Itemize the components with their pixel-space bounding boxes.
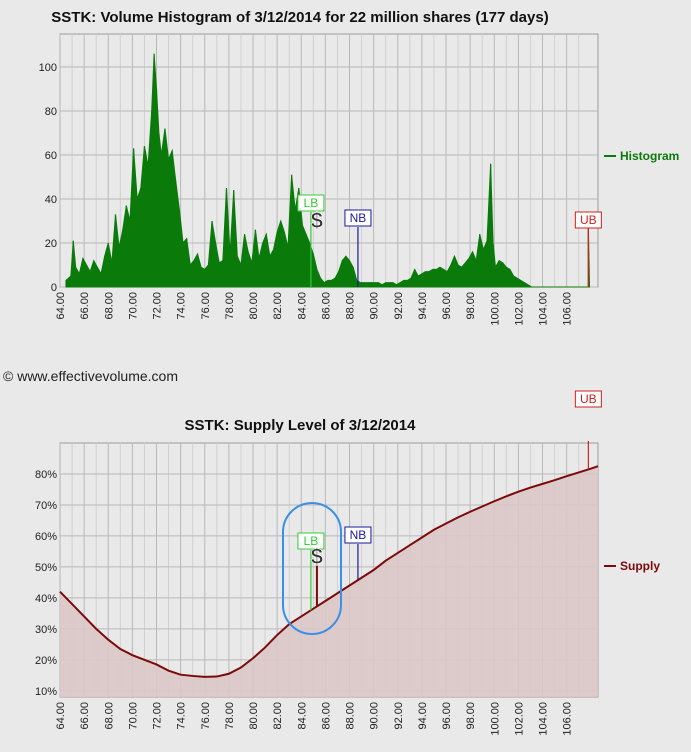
supply-marker-label-ub: UB xyxy=(580,392,597,406)
histogram-title: SSTK: Volume Histogram of 3/12/2014 for … xyxy=(51,9,548,26)
hist-marker-box-lb xyxy=(297,194,325,212)
hist-x-tick-label: 92.00 xyxy=(393,292,405,320)
supply-title: SSTK: Supply Level of 3/12/2014 xyxy=(185,417,417,434)
supply-x-tick-label: 64.00 xyxy=(55,702,67,730)
hist-x-tick-label: 74.00 xyxy=(176,292,188,320)
hist-marker-box-nb xyxy=(344,209,372,227)
supply-x-tick-label: 78.00 xyxy=(224,702,236,730)
hist-legend-label: Histogram xyxy=(620,149,679,163)
hist-x-tick-label: 94.00 xyxy=(417,292,429,320)
hist-marker-label-lb: LB xyxy=(304,196,319,210)
hist-y-tick-label: 80 xyxy=(45,106,57,118)
hist-x-tick-label: 72.00 xyxy=(152,292,164,320)
supply-x-tick-label: 96.00 xyxy=(441,702,453,730)
supply-marker-label-nb: NB xyxy=(350,528,367,542)
hist-y-tick-label: 20 xyxy=(45,238,57,250)
hist-x-tick-label: 106.00 xyxy=(562,292,574,326)
hist-x-tick-label: 70.00 xyxy=(127,292,139,320)
supply-series-area xyxy=(60,466,598,697)
hist-x-tick-label: 84.00 xyxy=(296,292,308,320)
hist-x-tick-label: 100.00 xyxy=(489,292,501,326)
supply-series-line xyxy=(59,465,599,678)
supply-x-tick-label: 72.00 xyxy=(152,702,164,730)
supply-x-tick-label: 94.00 xyxy=(417,702,429,730)
copyright-notice: © www.effectivevolume.com xyxy=(3,368,178,384)
supply-x-tick-label: 88.00 xyxy=(345,702,357,730)
supply-marker-label-lb: LB xyxy=(304,534,319,548)
supply-x-tick-label: 106.00 xyxy=(562,702,574,736)
histogram-plot: 64.00 66.00 68.00 70.00 72.00 74.00 76.00 78.00… xyxy=(39,33,679,326)
supply-y-tick-label: 10% xyxy=(35,686,57,698)
hist-x-tick-label: 104.00 xyxy=(538,292,550,326)
supply-marker-box-nb xyxy=(344,526,372,544)
supply-y-tick-label: 40% xyxy=(35,593,57,605)
supply-x-tick-label: 66.00 xyxy=(79,702,91,730)
supply-x-tick-label: 82.00 xyxy=(272,702,284,730)
supply-x-tick-label: 84.00 xyxy=(296,702,308,730)
supply-y-tick-label: 60% xyxy=(35,531,57,543)
supply-x-tick-label: 98.00 xyxy=(465,702,477,730)
supply-x-tick-label: 80.00 xyxy=(248,702,260,730)
supply-y-tick-label: 80% xyxy=(35,469,57,481)
hist-marker-box-ub xyxy=(574,211,602,229)
supply-y-tick-label: 70% xyxy=(35,500,57,512)
supply-x-tick-label: 90.00 xyxy=(369,702,381,730)
hist-x-tick-label: 78.00 xyxy=(224,292,236,320)
hist-x-tick-label: 68.00 xyxy=(103,292,115,320)
supply-x-tick-label: 104.00 xyxy=(538,702,550,736)
supply-x-tick-label: 86.00 xyxy=(320,702,332,730)
supply-highlight-ellipse xyxy=(282,502,342,635)
hist-x-tick-label: 96.00 xyxy=(441,292,453,320)
supply-x-tick-label: 76.00 xyxy=(200,702,212,730)
supply-y-tick-label: 50% xyxy=(35,562,57,574)
hist-y-tick-label: 40 xyxy=(45,194,57,206)
supply-legend-label: Supply xyxy=(620,559,660,573)
supply-plot: 64.00 66.00 68.00 70.00 72.00 74.00 76.00 78.00… xyxy=(35,390,660,736)
hist-y-tick-label: 60 xyxy=(45,150,57,162)
supply-y-tick-label: 30% xyxy=(35,624,57,636)
supply-y-tick-label: 20% xyxy=(35,655,57,667)
hist-y-tick-label: 100 xyxy=(39,62,57,74)
hist-marker-label-ub: UB xyxy=(580,213,597,227)
hist-x-tick-label: 98.00 xyxy=(465,292,477,320)
hist-x-tick-label: 90.00 xyxy=(369,292,381,320)
supply-x-tick-label: 102.00 xyxy=(513,702,525,736)
hist-x-tick-label: 82.00 xyxy=(272,292,284,320)
supply-marker-box-lb xyxy=(297,532,325,550)
hist-x-tick-label: 86.00 xyxy=(320,292,332,320)
hist-x-tick-label: 80.00 xyxy=(248,292,260,320)
hist-x-tick-label: 66.00 xyxy=(79,292,91,320)
supply-x-tick-label: 100.00 xyxy=(489,702,501,736)
hist-marker-label-nb: NB xyxy=(350,211,367,225)
hist-x-tick-label: 76.00 xyxy=(200,292,212,320)
hist-x-tick-label: 88.00 xyxy=(345,292,357,320)
supply-marker-box-ub xyxy=(574,390,602,408)
hist-price-symbol: $ xyxy=(311,208,323,233)
supply-x-tick-label: 92.00 xyxy=(393,702,405,730)
supply-price-symbol: $ xyxy=(311,544,323,569)
hist-x-tick-label: 64.00 xyxy=(55,292,67,320)
supply-x-tick-label: 74.00 xyxy=(176,702,188,730)
hist-x-tick-label: 102.00 xyxy=(513,292,525,326)
supply-x-tick-label: 68.00 xyxy=(103,702,115,730)
hist-y-tick-label: 0 xyxy=(51,282,57,294)
supply-x-tick-label: 70.00 xyxy=(127,702,139,730)
